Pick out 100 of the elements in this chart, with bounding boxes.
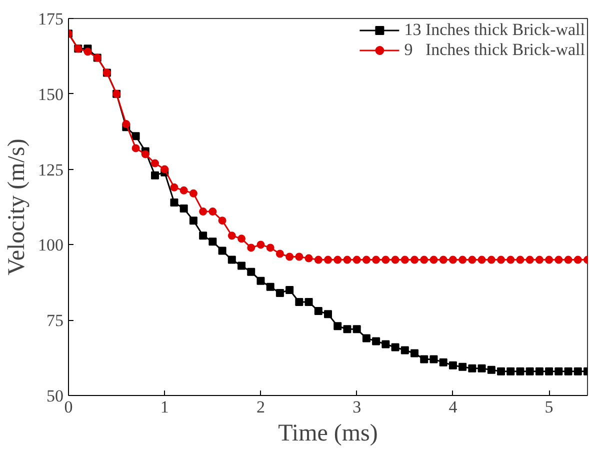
point: [295, 252, 304, 261]
x-tick-label: 4: [448, 398, 458, 416]
point: [247, 268, 256, 276]
point: [276, 288, 284, 297]
point: [151, 159, 159, 168]
point: [516, 256, 524, 264]
point: [141, 150, 150, 158]
point: [535, 367, 544, 376]
point: [372, 337, 380, 346]
y-tick-label: 125: [38, 160, 64, 180]
point: [266, 282, 274, 291]
point: [132, 144, 140, 152]
point: [458, 256, 467, 264]
x-tick-label: 5: [544, 398, 554, 416]
point: [574, 367, 582, 376]
point: [122, 120, 130, 128]
x-tick-label: 2: [256, 398, 265, 416]
point: [189, 216, 198, 225]
point: [506, 256, 515, 264]
point: [478, 256, 486, 264]
point: [497, 256, 505, 264]
point: [478, 364, 486, 372]
point: [343, 256, 352, 264]
point: [545, 256, 554, 264]
point: [180, 204, 188, 213]
y-tick-label: 50: [46, 386, 64, 406]
point: [487, 256, 496, 264]
point: [506, 367, 515, 376]
point: [334, 322, 342, 330]
point: [160, 165, 169, 174]
point: [391, 343, 400, 352]
point: [382, 340, 390, 348]
point: [199, 208, 208, 216]
point: [218, 246, 226, 255]
point: [564, 256, 572, 264]
point: [574, 256, 582, 264]
point: [468, 364, 476, 372]
point: [238, 262, 246, 270]
point: [286, 286, 294, 294]
y-tick-label: 150: [38, 84, 64, 104]
y-tick-label: 75: [46, 311, 64, 330]
point: [295, 298, 304, 306]
x-tick-label: 3: [352, 398, 362, 416]
point: [314, 256, 322, 264]
point: [410, 256, 418, 264]
point: [199, 232, 208, 240]
point: [208, 238, 217, 246]
point: [286, 252, 294, 261]
x-tick-label: 0: [64, 398, 73, 416]
point: [247, 244, 256, 252]
point: [362, 334, 370, 342]
point: [439, 256, 448, 264]
point: [256, 240, 265, 249]
x-axis-title: Time (ms): [278, 420, 378, 446]
point: [218, 216, 226, 225]
point: [362, 256, 370, 264]
point: [391, 256, 400, 264]
point: [324, 310, 332, 318]
y-tick-label: 100: [38, 236, 64, 255]
point: [545, 367, 554, 376]
y-axis-title: Velocity (m/s): [4, 138, 30, 276]
point: [304, 298, 313, 306]
point: [228, 256, 236, 264]
point: [420, 355, 428, 364]
point: [497, 367, 505, 376]
point: [372, 256, 380, 264]
point: [526, 367, 534, 376]
y-tick-label: 175: [38, 10, 64, 28]
point: [420, 256, 428, 264]
point: [276, 250, 284, 258]
point: [238, 234, 246, 243]
point: [256, 276, 265, 285]
point: [554, 256, 563, 264]
point: [324, 256, 332, 264]
point: [132, 132, 140, 140]
point: [516, 367, 524, 376]
point: [458, 362, 467, 371]
point: [448, 361, 457, 370]
point: [564, 367, 572, 376]
point: [151, 171, 159, 180]
point: [343, 325, 352, 334]
point: [400, 346, 409, 354]
point: [382, 256, 390, 264]
point: [314, 307, 322, 316]
point: [430, 256, 438, 264]
point: [400, 256, 409, 264]
point: [84, 48, 92, 56]
point: [526, 256, 534, 264]
point: [554, 367, 563, 376]
legend-label: 13 Inches thick Brick-wall: [404, 20, 585, 40]
point: [208, 208, 217, 216]
point: [352, 325, 361, 334]
point: [266, 244, 274, 252]
point: [334, 256, 342, 264]
point: [170, 198, 178, 206]
point: [535, 256, 544, 264]
point: [439, 358, 448, 366]
point: [430, 355, 438, 364]
point: [448, 256, 457, 264]
point: [170, 183, 178, 192]
